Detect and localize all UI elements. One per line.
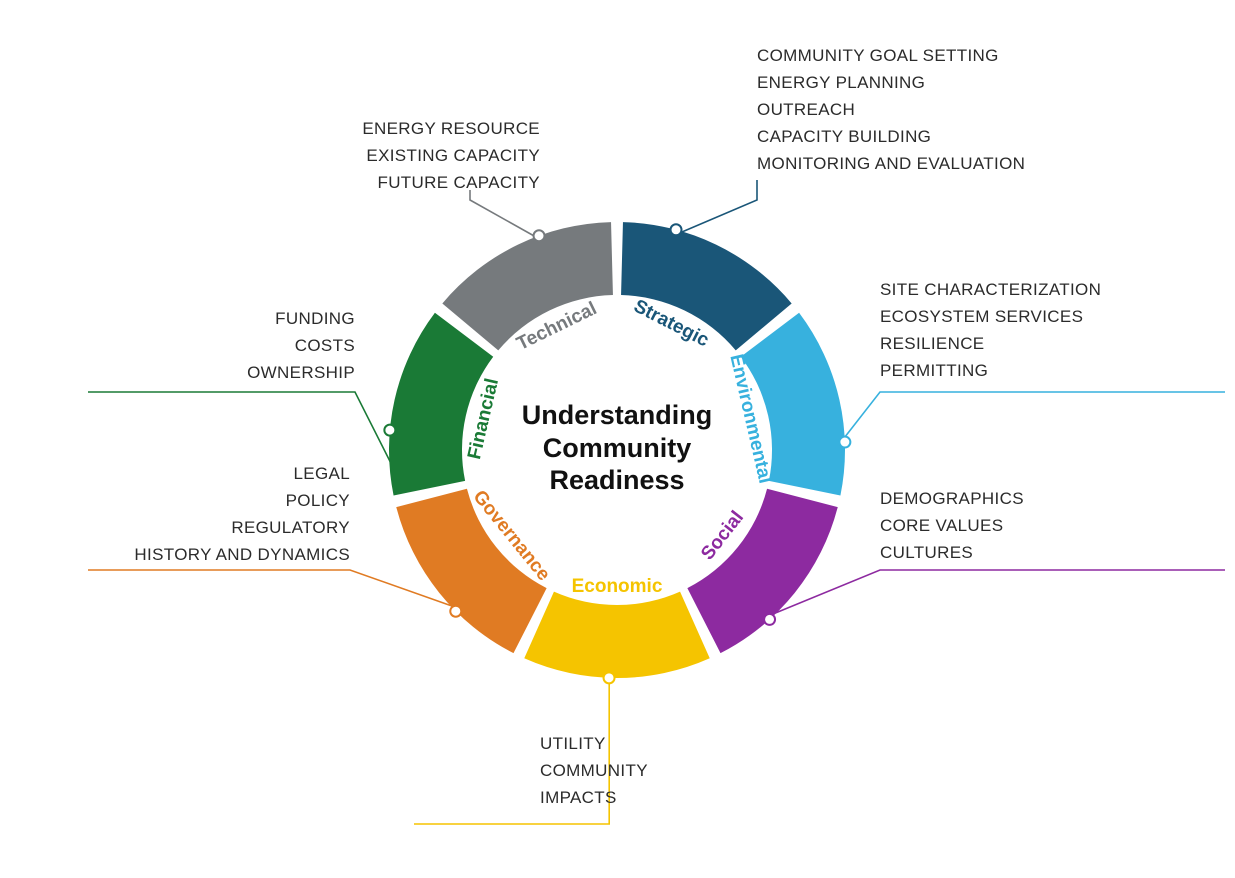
segment-social: [687, 489, 837, 653]
center-title-line: Readiness: [487, 464, 747, 496]
callout-line: IMPACTS: [540, 784, 648, 811]
leader-dot-social: [764, 614, 775, 625]
callout-line: FUTURE CAPACITY: [362, 169, 540, 196]
leader-environmental: [841, 392, 1225, 442]
center-title-line: Understanding: [487, 399, 747, 431]
callout-line: COMMUNITY GOAL SETTING: [757, 42, 1025, 69]
leader-technical: [470, 190, 540, 240]
callout-line: EXISTING CAPACITY: [362, 142, 540, 169]
segment-governance: [396, 489, 546, 653]
callout-line: UTILITY: [540, 730, 648, 757]
callout-technical: ENERGY RESOURCEEXISTING CAPACITYFUTURE C…: [362, 115, 540, 196]
leader-strategic: [678, 180, 758, 234]
center-title-line: Community: [487, 432, 747, 464]
callout-line: LEGAL: [134, 460, 350, 487]
callout-line: OWNERSHIP: [247, 359, 355, 386]
callout-line: CORE VALUES: [880, 512, 1024, 539]
center-title: UnderstandingCommunityReadiness: [487, 399, 747, 496]
callout-strategic: COMMUNITY GOAL SETTINGENERGY PLANNINGOUT…: [757, 42, 1025, 177]
callout-financial: FUNDINGCOSTSOWNERSHIP: [247, 305, 355, 386]
callout-line: ENERGY RESOURCE: [362, 115, 540, 142]
segment-technical: [442, 222, 613, 350]
leader-dot-strategic: [671, 224, 682, 235]
leader-dot-governance: [450, 606, 461, 617]
segment-financial: [389, 313, 493, 496]
callout-line: SITE CHARACTERIZATION: [880, 276, 1101, 303]
callout-governance: LEGALPOLICYREGULATORYHISTORY AND DYNAMIC…: [134, 460, 350, 568]
segment-economic: [524, 592, 709, 678]
callout-line: ENERGY PLANNING: [757, 69, 1025, 96]
callout-line: RESILIENCE: [880, 330, 1101, 357]
callout-line: PERMITTING: [880, 357, 1101, 384]
leader-dot-technical: [534, 230, 545, 241]
callout-social: DEMOGRAPHICSCORE VALUESCULTURES: [880, 485, 1024, 566]
callout-economic: UTILITYCOMMUNITYIMPACTS: [540, 730, 648, 811]
segment-environmental: [741, 313, 845, 496]
callout-line: CULTURES: [880, 539, 1024, 566]
callout-line: POLICY: [134, 487, 350, 514]
callout-line: ECOSYSTEM SERVICES: [880, 303, 1101, 330]
callout-line: COSTS: [247, 332, 355, 359]
callout-line: REGULATORY: [134, 514, 350, 541]
leader-dot-financial: [384, 425, 395, 436]
callout-line: MONITORING AND EVALUATION: [757, 150, 1025, 177]
callout-environmental: SITE CHARACTERIZATIONECOSYSTEM SERVICESR…: [880, 276, 1101, 384]
leader-governance: [88, 570, 459, 608]
callout-line: OUTREACH: [757, 96, 1025, 123]
leader-dot-environmental: [839, 437, 850, 448]
callout-line: COMMUNITY: [540, 757, 648, 784]
callout-line: HISTORY AND DYNAMICS: [134, 541, 350, 568]
leader-social: [767, 570, 1225, 617]
leader-financial: [88, 392, 394, 470]
callout-line: CAPACITY BUILDING: [757, 123, 1025, 150]
leader-dot-economic: [604, 672, 615, 683]
callout-line: FUNDING: [247, 305, 355, 332]
segment-strategic: [621, 222, 792, 350]
diagram-stage: UnderstandingCommunityReadinessStrategic…: [0, 0, 1235, 878]
callout-line: DEMOGRAPHICS: [880, 485, 1024, 512]
